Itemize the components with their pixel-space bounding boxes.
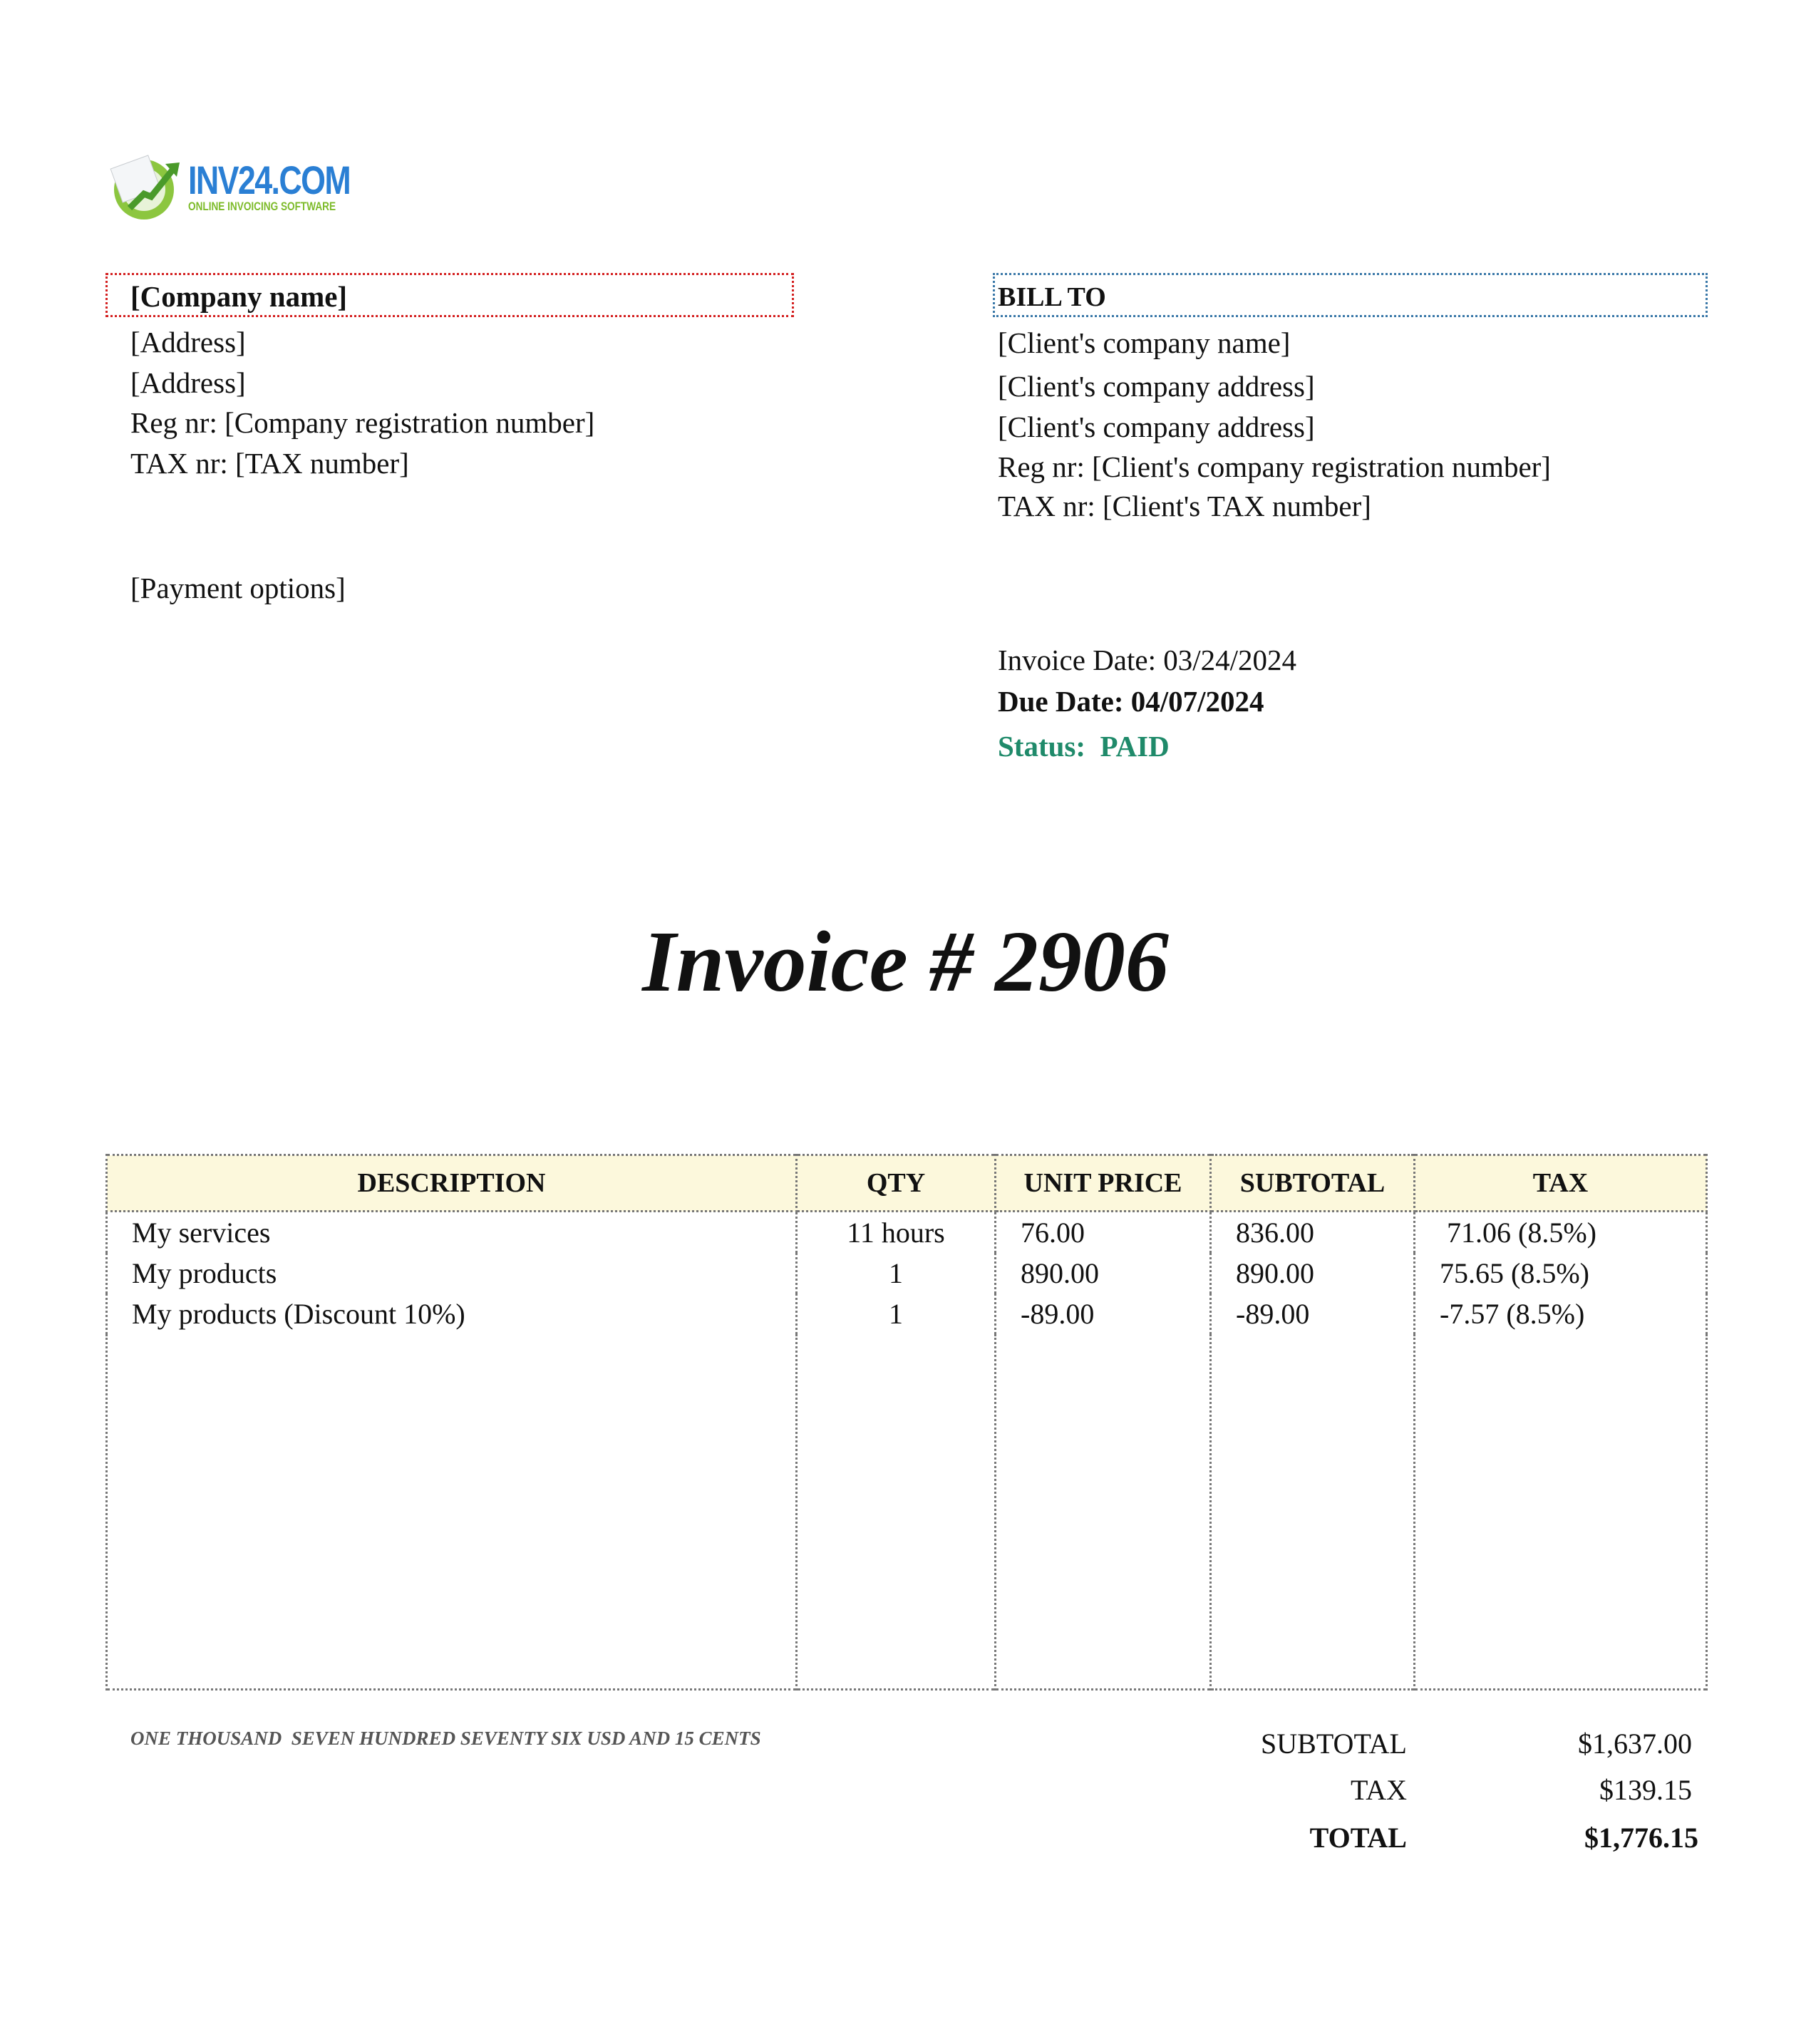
row-description: My products bbox=[105, 1253, 798, 1294]
table-header-row: DESCRIPTION QTY UNIT PRICE SUBTOTAL TAX bbox=[105, 1155, 1708, 1212]
logo-tagline: ONLINE INVOICING SOFTWARE bbox=[188, 200, 336, 213]
logo-icon bbox=[110, 155, 180, 220]
table-row: My products 1 890.00 890.00 75.65 (8.5%) bbox=[105, 1253, 1708, 1294]
tax-value: $139.15 bbox=[1599, 1774, 1692, 1806]
row-tax: -7.57 (8.5%) bbox=[1413, 1294, 1708, 1334]
table-row: My services 11 hours 76.00 836.00 71.06 … bbox=[105, 1211, 1708, 1253]
header-subtotal: SUBTOTAL bbox=[1209, 1155, 1415, 1212]
logo-name: INV24.COM bbox=[188, 158, 351, 202]
row-tax: 71.06 (8.5%) bbox=[1413, 1211, 1708, 1253]
seller-tax-nr: TAX nr: [TAX number] bbox=[130, 447, 409, 480]
total-label: TOTAL bbox=[1309, 1822, 1407, 1854]
company-name: [Company name] bbox=[130, 280, 348, 313]
row-description: My products (Discount 10%) bbox=[105, 1294, 798, 1334]
client-reg-nr: Reg nr: [Client's company registration n… bbox=[998, 450, 1551, 483]
client-company-name: [Client's company name] bbox=[998, 326, 1291, 359]
row-qty: 1 bbox=[795, 1294, 996, 1334]
row-unit-price: 890.00 bbox=[994, 1253, 1212, 1294]
bill-to-box bbox=[993, 273, 1708, 317]
row-description: My services bbox=[105, 1211, 798, 1253]
table-filler-row bbox=[105, 1334, 1708, 1690]
header-description: DESCRIPTION bbox=[105, 1155, 798, 1212]
client-tax-nr: TAX nr: [Client's TAX number] bbox=[998, 490, 1371, 522]
row-subtotal: 890.00 bbox=[1209, 1253, 1415, 1294]
subtotal-value: $1,637.00 bbox=[1578, 1728, 1692, 1760]
company-name-box bbox=[105, 273, 794, 317]
seller-reg-nr: Reg nr: [Company registration number] bbox=[130, 406, 595, 439]
tax-label: TAX bbox=[1350, 1774, 1407, 1806]
seller-address-1: [Address] bbox=[130, 326, 246, 358]
status: Status: PAID bbox=[998, 732, 1170, 761]
total-value: $1,776.15 bbox=[1584, 1822, 1698, 1854]
client-address-1: [Client's company address] bbox=[998, 370, 1315, 403]
logo: INV24.COM ONLINE INVOICING SOFTWARE bbox=[108, 153, 351, 221]
page-title: Invoice # 2906 bbox=[642, 914, 1169, 1010]
client-address-2: [Client's company address] bbox=[998, 411, 1315, 443]
subtotal-label: SUBTOTAL bbox=[1261, 1728, 1407, 1760]
header-qty: QTY bbox=[795, 1155, 996, 1212]
row-unit-price: 76.00 bbox=[994, 1211, 1212, 1253]
header-tax: TAX bbox=[1413, 1155, 1708, 1212]
row-tax: 75.65 (8.5%) bbox=[1413, 1253, 1708, 1294]
status-badge: PAID bbox=[1100, 730, 1170, 763]
items-table: DESCRIPTION QTY UNIT PRICE SUBTOTAL TAX … bbox=[105, 1154, 1708, 1691]
table-row: My products (Discount 10%) 1 -89.00 -89.… bbox=[105, 1294, 1708, 1334]
header-unit-price: UNIT PRICE bbox=[994, 1155, 1212, 1212]
row-qty: 1 bbox=[795, 1253, 996, 1294]
row-unit-price: -89.00 bbox=[994, 1294, 1212, 1334]
due-date: Due Date: 04/07/2024 bbox=[998, 685, 1264, 718]
row-qty: 11 hours bbox=[795, 1211, 996, 1253]
amount-in-words: ONE THOUSAND SEVEN HUNDRED SEVENTY SIX U… bbox=[130, 1728, 761, 1749]
seller-address-2: [Address] bbox=[130, 366, 246, 399]
row-subtotal: 836.00 bbox=[1209, 1211, 1415, 1253]
row-subtotal: -89.00 bbox=[1209, 1294, 1415, 1334]
payment-options: [Payment options] bbox=[130, 572, 346, 604]
bill-to-heading: BILL TO bbox=[998, 282, 1106, 312]
invoice-date: Invoice Date: 03/24/2024 bbox=[998, 644, 1297, 676]
status-label: Status: bbox=[998, 730, 1086, 763]
